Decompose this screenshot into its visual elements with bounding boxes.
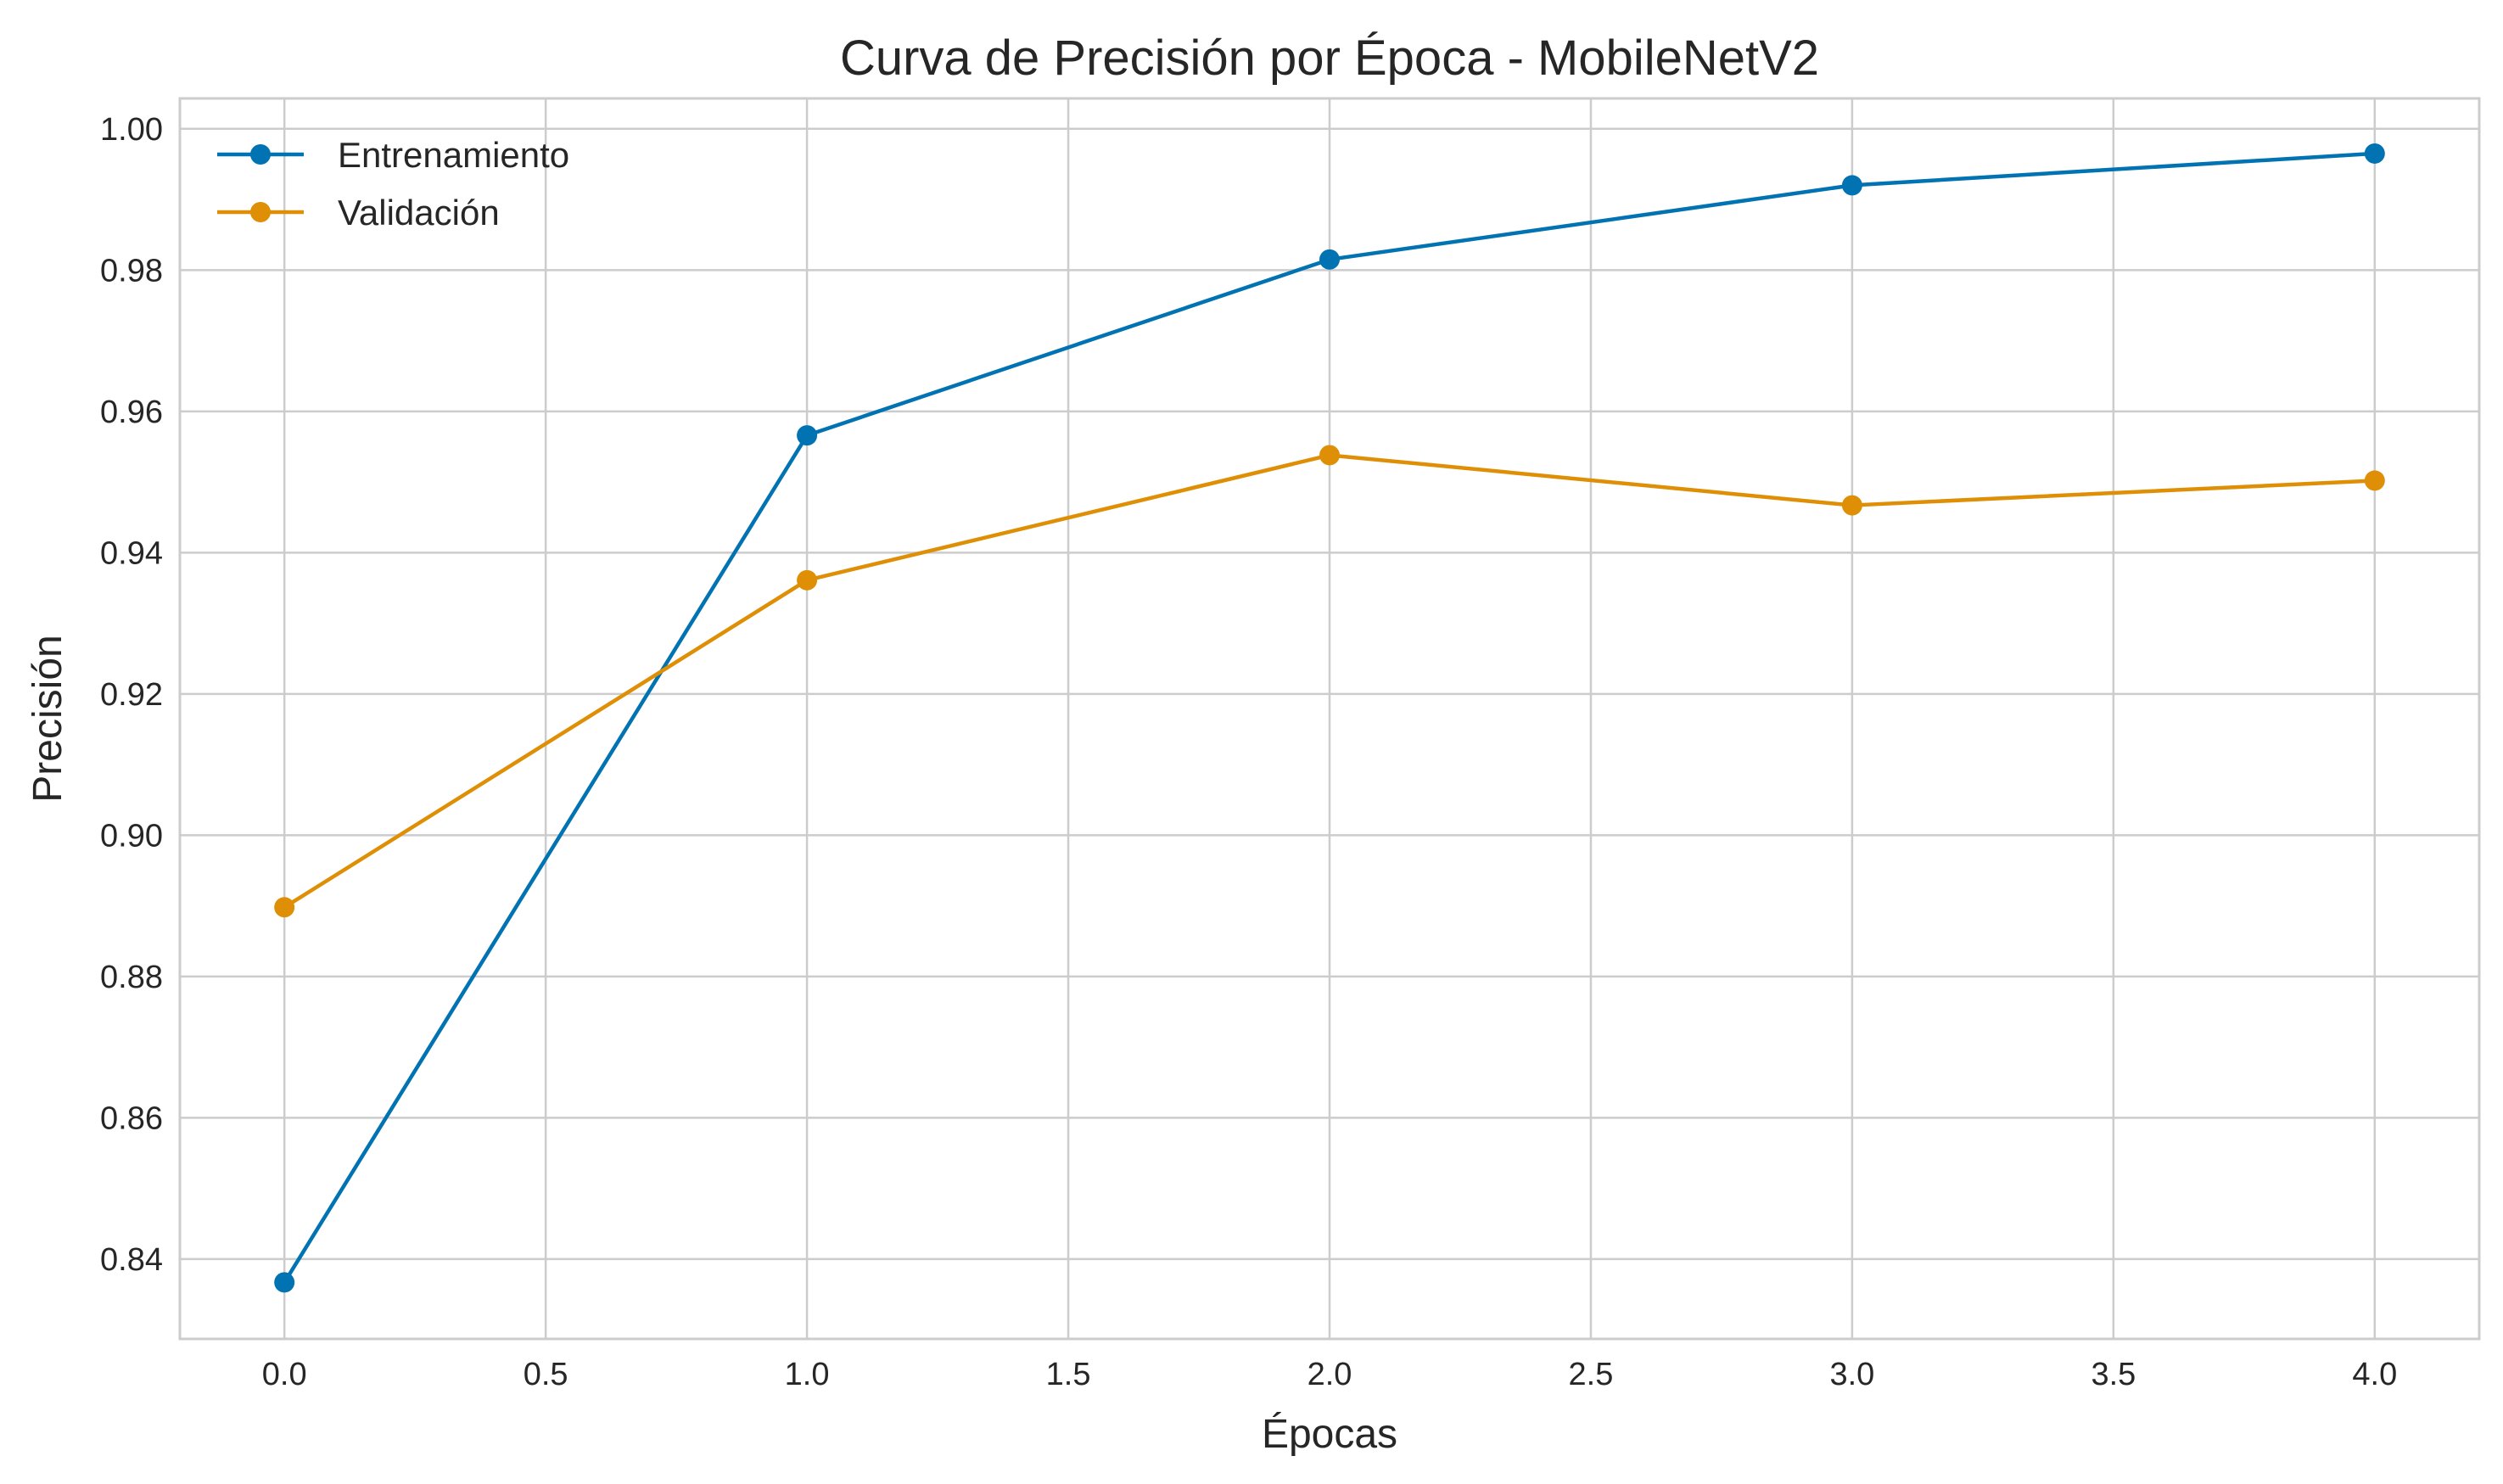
y-tick-label: 0.88 [100, 960, 163, 995]
y-tick-label: 0.98 [100, 253, 163, 288]
legend-label-validacion: Validación [338, 193, 500, 232]
y-tick-label: 0.84 [100, 1242, 163, 1278]
y-tick-label: 0.92 [100, 677, 163, 713]
y-tick-label: 1.00 [100, 112, 163, 148]
x-tick-label: 1.0 [785, 1357, 830, 1392]
grid [180, 98, 2479, 1339]
x-tick-label: 3.0 [1829, 1357, 1874, 1392]
x-tick-label: 4.0 [2352, 1357, 2397, 1392]
legend-marker-validacion [250, 202, 271, 222]
x-tick-label: 0.5 [524, 1357, 568, 1392]
data-point-entrenamiento [274, 1272, 295, 1293]
legend-marker-entrenamiento [250, 144, 271, 165]
data-point-validacion [797, 569, 818, 591]
y-tick-label: 0.90 [100, 818, 163, 854]
legend: Entrenamiento Validación [217, 135, 569, 232]
data-point-validacion [1319, 445, 1340, 466]
data-point-validacion [1841, 495, 1862, 516]
data-point-entrenamiento [797, 425, 818, 446]
data-point-validacion [274, 897, 295, 918]
y-tick-labels: 0.84 0.86 0.88 0.90 0.92 0.94 0.96 0.98 1.00 [100, 112, 163, 1278]
data-point-entrenamiento [1319, 249, 1340, 270]
plot-frame [178, 97, 2481, 1341]
chart-title: Curva de Precisión por Época - MobileNet… [840, 31, 1819, 86]
y-axis-label: Precisión [25, 635, 70, 802]
data-point-entrenamiento [1841, 175, 1862, 196]
x-tick-label: 2.5 [1569, 1357, 1614, 1392]
series-layer [274, 143, 2385, 1293]
y-tick-label: 0.86 [100, 1100, 163, 1136]
x-tick-label: 2.0 [1307, 1357, 1352, 1392]
y-tick-label: 0.94 [100, 535, 163, 571]
legend-label-entrenamiento: Entrenamiento [338, 135, 569, 175]
y-tick-label: 0.96 [100, 395, 163, 430]
x-tick-label: 1.5 [1046, 1357, 1091, 1392]
x-tick-label: 0.0 [262, 1357, 307, 1392]
x-tick-label: 3.5 [2091, 1357, 2136, 1392]
data-point-validacion [2364, 470, 2385, 491]
x-axis-label: Épocas [1262, 1412, 1397, 1457]
x-tick-labels: 0.0 0.5 1.0 1.5 2.0 2.5 3.0 3.5 4.0 [262, 1357, 2397, 1392]
data-point-entrenamiento [2364, 143, 2385, 164]
